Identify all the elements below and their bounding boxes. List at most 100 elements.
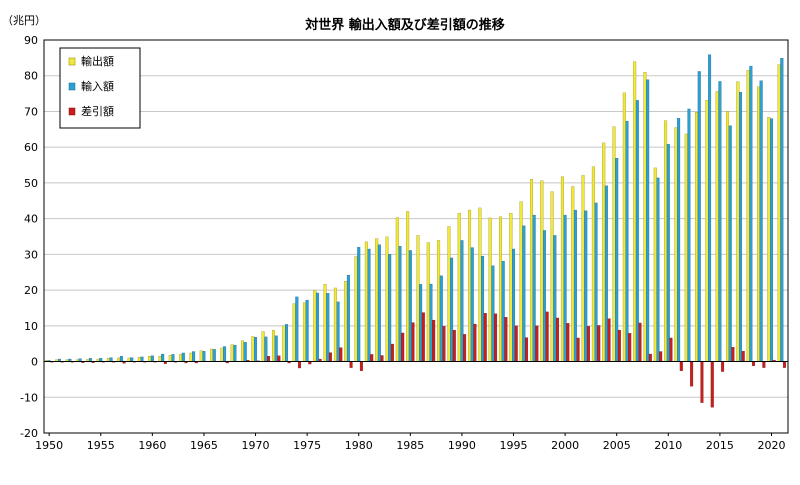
bar-差引額-1984: [401, 332, 405, 362]
bar-差引額-1980: [359, 361, 363, 371]
bars: [44, 54, 786, 408]
bar-輸入額-1959: [140, 356, 144, 362]
bar-輸入額-1977: [326, 293, 330, 362]
bar-輸入額-2015: [718, 81, 722, 362]
x-tick-label: 2010: [654, 439, 682, 452]
bar-輸入額-1958: [130, 357, 134, 362]
axes: -20 -10 0 10 20 30 40 50 60 70 80 90 1950 1955 1960 196…: [20, 34, 789, 452]
bar-輸入額-2003: [594, 202, 598, 362]
bar-差引額-2009: [659, 351, 663, 362]
bar-輸出額-2006: [622, 92, 626, 362]
bar-輸出額-1993: [488, 217, 492, 362]
bar-輸入額-1972: [274, 335, 278, 362]
bar-輸入額-1970: [254, 337, 258, 362]
bar-輸入額-1999: [553, 235, 557, 362]
bar-差引額-2000: [566, 323, 570, 362]
legend-swatch-1: [68, 82, 76, 91]
x-tick-label: 1965: [190, 439, 218, 452]
bar-輸出額-1959: [137, 357, 141, 362]
y-tick-label: 30: [24, 248, 38, 261]
bar-輸出額-1962: [168, 354, 172, 362]
bar-輸入額-1992: [481, 255, 485, 362]
bar-輸出額-1974: [292, 303, 296, 362]
bar-輸入額-1957: [119, 356, 123, 362]
bar-輸出額-1980: [354, 256, 358, 362]
bar-輸出額-2019: [756, 86, 760, 362]
bar-輸出額-1996: [519, 201, 523, 362]
bar-輸出額-2000: [560, 176, 564, 362]
bar-差引額-1977: [328, 352, 332, 362]
bar-差引額-1979: [349, 361, 353, 368]
bar-差引額-1981: [370, 354, 374, 362]
x-tick-label: 1980: [345, 439, 373, 452]
bar-差引額-1998: [545, 311, 549, 362]
bar-輸入額-1983: [388, 254, 392, 362]
bar-輸入額-2008: [646, 79, 650, 362]
bar-差引額-2011: [679, 361, 683, 371]
bar-輸入額-1998: [542, 230, 546, 362]
y-tick-label: 80: [24, 70, 38, 83]
bar-輸入額-1986: [419, 284, 423, 362]
bar-輸出額-2017: [736, 81, 740, 362]
bar-輸出額-2008: [643, 72, 647, 362]
bar-輸出額-2002: [581, 175, 585, 362]
series-1: [47, 54, 784, 362]
bar-差引額-2017: [741, 351, 745, 362]
bar-輸出額-1966: [210, 348, 214, 362]
bar-輸入額-1981: [367, 248, 371, 362]
bar-差引額-1982: [380, 355, 384, 362]
bar-輸出額-2005: [612, 126, 616, 362]
y-tick-label: 90: [24, 34, 38, 47]
x-tick-label: 1995: [500, 439, 528, 452]
bar-輸出額-1971: [261, 331, 265, 362]
bar-輸入額-1979: [346, 274, 350, 362]
bar-輸出額-2021: [777, 64, 781, 362]
bar-差引額-1992: [483, 313, 487, 362]
bar-輸出額-2003: [591, 166, 595, 362]
y-tick-label: 10: [24, 320, 38, 333]
y-axis-unit-label: （兆円）: [2, 14, 46, 27]
y-tick-label: 60: [24, 141, 38, 154]
bar-輸入額-1968: [233, 344, 237, 362]
bar-差引額-2016: [731, 347, 735, 362]
bar-輸入額-1960: [150, 355, 154, 362]
bar-差引額-2014: [710, 361, 714, 408]
bar-差引額-2008: [648, 353, 652, 362]
bar-輸出額-2014: [705, 100, 709, 362]
bar-輸入額-2010: [666, 144, 670, 362]
bar-輸出額-1992: [478, 207, 482, 362]
bar-輸出額-2009: [653, 167, 657, 362]
bar-輸入額-1988: [439, 275, 443, 362]
bar-輸入額-2019: [759, 80, 763, 362]
x-tick-label: 1985: [396, 439, 424, 452]
bar-輸入額-2006: [625, 120, 629, 362]
bar-輸出額-1973: [282, 325, 286, 362]
bar-輸入額-1980: [357, 247, 361, 362]
bar-輸出額-2016: [726, 111, 730, 362]
bar-輸出額-1983: [385, 236, 389, 362]
bar-差引額-1996: [525, 337, 529, 362]
bar-輸入額-2012: [687, 108, 691, 362]
bar-差引額-1997: [535, 325, 539, 362]
bar-輸出額-1960: [148, 356, 152, 362]
bar-輸出額-1957: [117, 357, 121, 362]
bar-輸出額-1978: [333, 287, 337, 362]
bar-輸入額-1993: [491, 265, 495, 362]
bar-輸入額-1973: [285, 324, 288, 362]
bar-輸入額-2018: [749, 65, 753, 362]
bar-差引額-2006: [628, 333, 632, 362]
series-2: [50, 311, 786, 408]
y-tick-label: -20: [20, 427, 38, 440]
x-tick-label: 2000: [551, 439, 579, 452]
bar-差引額-1986: [421, 312, 425, 362]
bar-輸入額-1985: [408, 250, 412, 362]
bar-差引額-2002: [586, 326, 590, 362]
bar-輸入額-1994: [501, 261, 505, 362]
bar-輸入額-1966: [212, 349, 216, 362]
bar-輸出額-1991: [468, 209, 472, 362]
bar-輸入額-1975: [305, 299, 309, 362]
bar-輸入額-1962: [171, 354, 175, 362]
bar-輸出額-1997: [529, 179, 533, 362]
bar-差引額-1991: [473, 323, 477, 362]
